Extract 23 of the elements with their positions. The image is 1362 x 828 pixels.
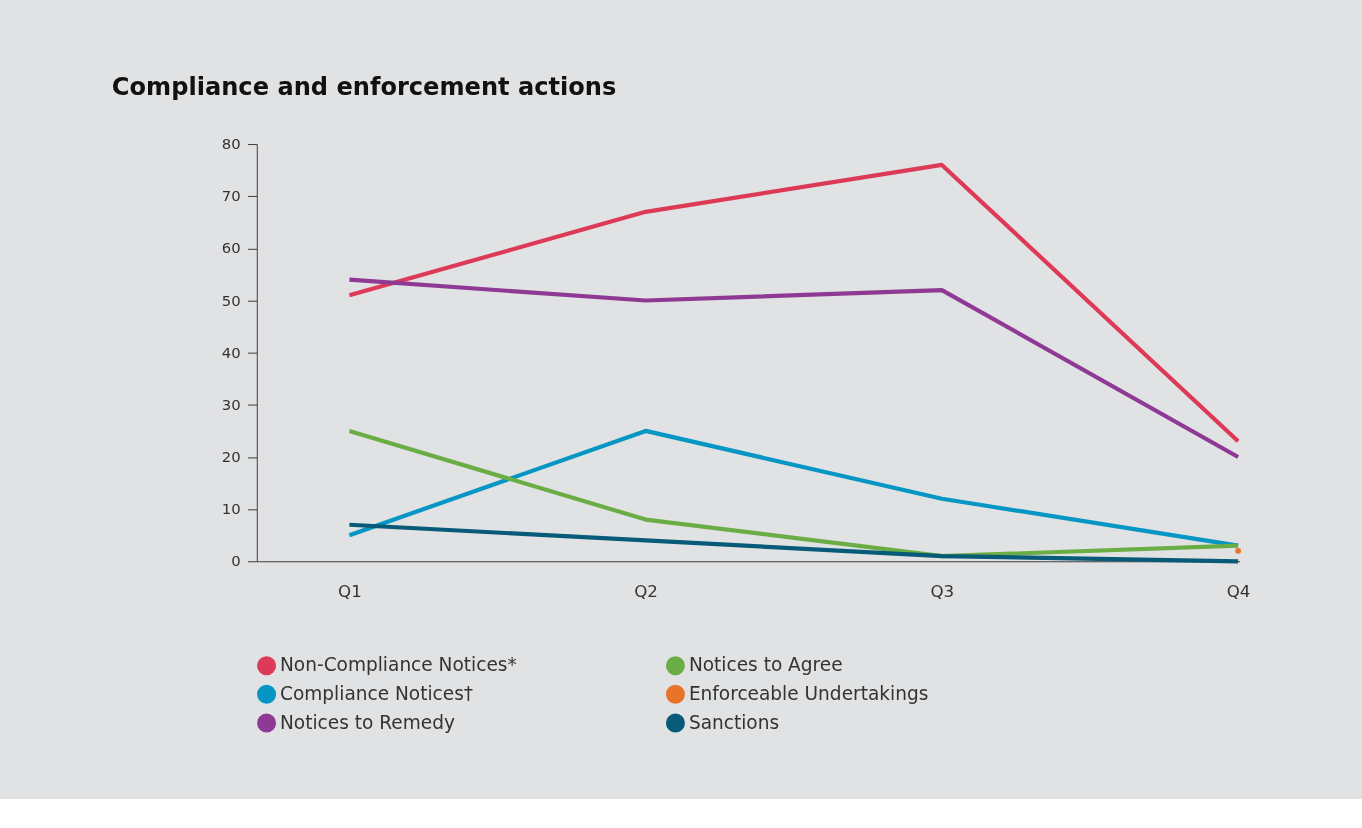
y-tick-label: 0 [231, 552, 241, 570]
y-tick-label: 30 [221, 395, 241, 413]
line-series [347, 522, 1241, 564]
legend-label: Compliance Notices† [280, 682, 474, 704]
y-tick-label: 80 [221, 135, 241, 153]
y-tick-label: 70 [221, 187, 241, 205]
y-tick-label: 10 [221, 500, 241, 518]
x-tick-label: Q2 [634, 581, 658, 601]
x-tick-label: Q4 [1226, 581, 1251, 601]
x-tick-label: Q3 [930, 581, 955, 601]
chart-title: Compliance and enforcement actions [111, 72, 617, 101]
y-tick-label: 60 [221, 239, 241, 257]
y-tick-label: 50 [221, 291, 241, 309]
legend-label: Enforceable Undertakings [688, 682, 929, 704]
legend-label: Non-Compliance Notices* [280, 654, 517, 676]
y-tick-label: 40 [221, 343, 241, 361]
legend-label: Notices to Remedy [280, 711, 455, 733]
legend-label: Sanctions [688, 711, 780, 733]
y-tick-label: 20 [221, 448, 241, 466]
line-series [347, 162, 1241, 444]
line-series [347, 277, 1241, 460]
legend-label: Notices to Agree [688, 654, 843, 676]
x-tick-label: Q1 [338, 581, 362, 601]
